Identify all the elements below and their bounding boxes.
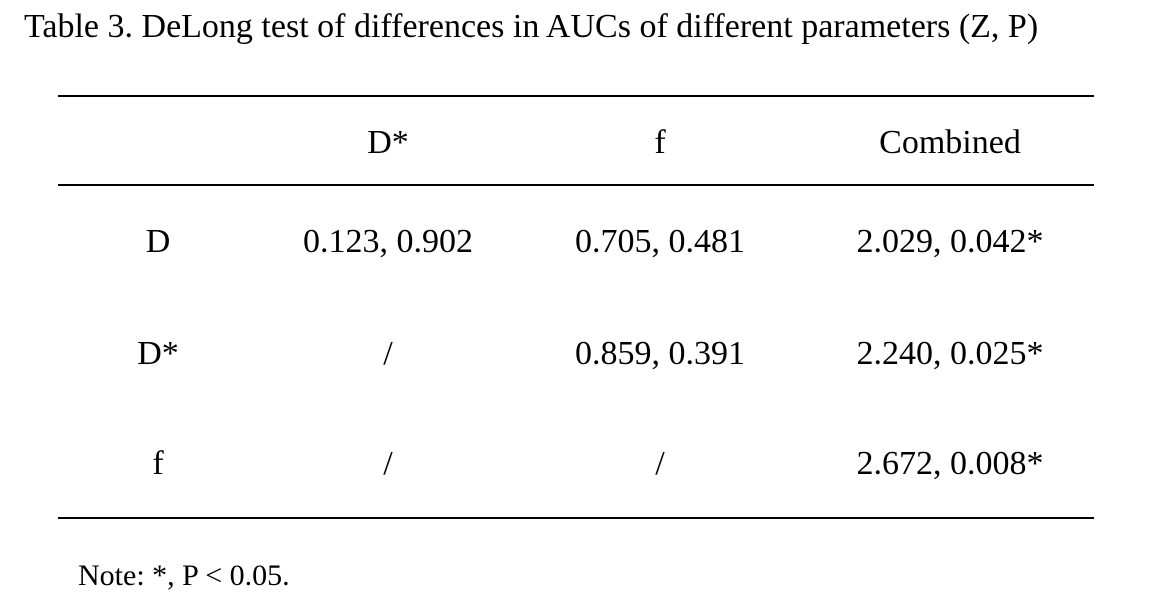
row-label: f bbox=[152, 445, 164, 482]
row-label: D bbox=[145, 223, 171, 260]
table-cell: 2.029, 0.042* bbox=[856, 223, 1044, 260]
top-rule bbox=[58, 95, 1094, 97]
bottom-rule bbox=[58, 517, 1094, 519]
table-note: Note: *, P < 0.05. bbox=[78, 559, 290, 592]
table-cell: 2.672, 0.008* bbox=[856, 445, 1044, 482]
header-rule bbox=[58, 184, 1094, 186]
header-cell: Combined bbox=[879, 124, 1021, 161]
row-label: D* bbox=[137, 335, 179, 372]
header-cell: f bbox=[654, 124, 666, 161]
table-cell: 0.705, 0.481 bbox=[575, 223, 745, 260]
table-cell: 2.240, 0.025* bbox=[856, 335, 1044, 372]
table-cell: 0.123, 0.902 bbox=[303, 223, 473, 260]
header-cell: D* bbox=[367, 124, 409, 161]
table-cell: / bbox=[655, 445, 665, 482]
table-cell: / bbox=[383, 445, 393, 482]
table-title: Table 3. DeLong test of differences in A… bbox=[24, 8, 1039, 45]
table-cell: 0.859, 0.391 bbox=[575, 335, 745, 372]
table-cell: / bbox=[383, 335, 393, 372]
